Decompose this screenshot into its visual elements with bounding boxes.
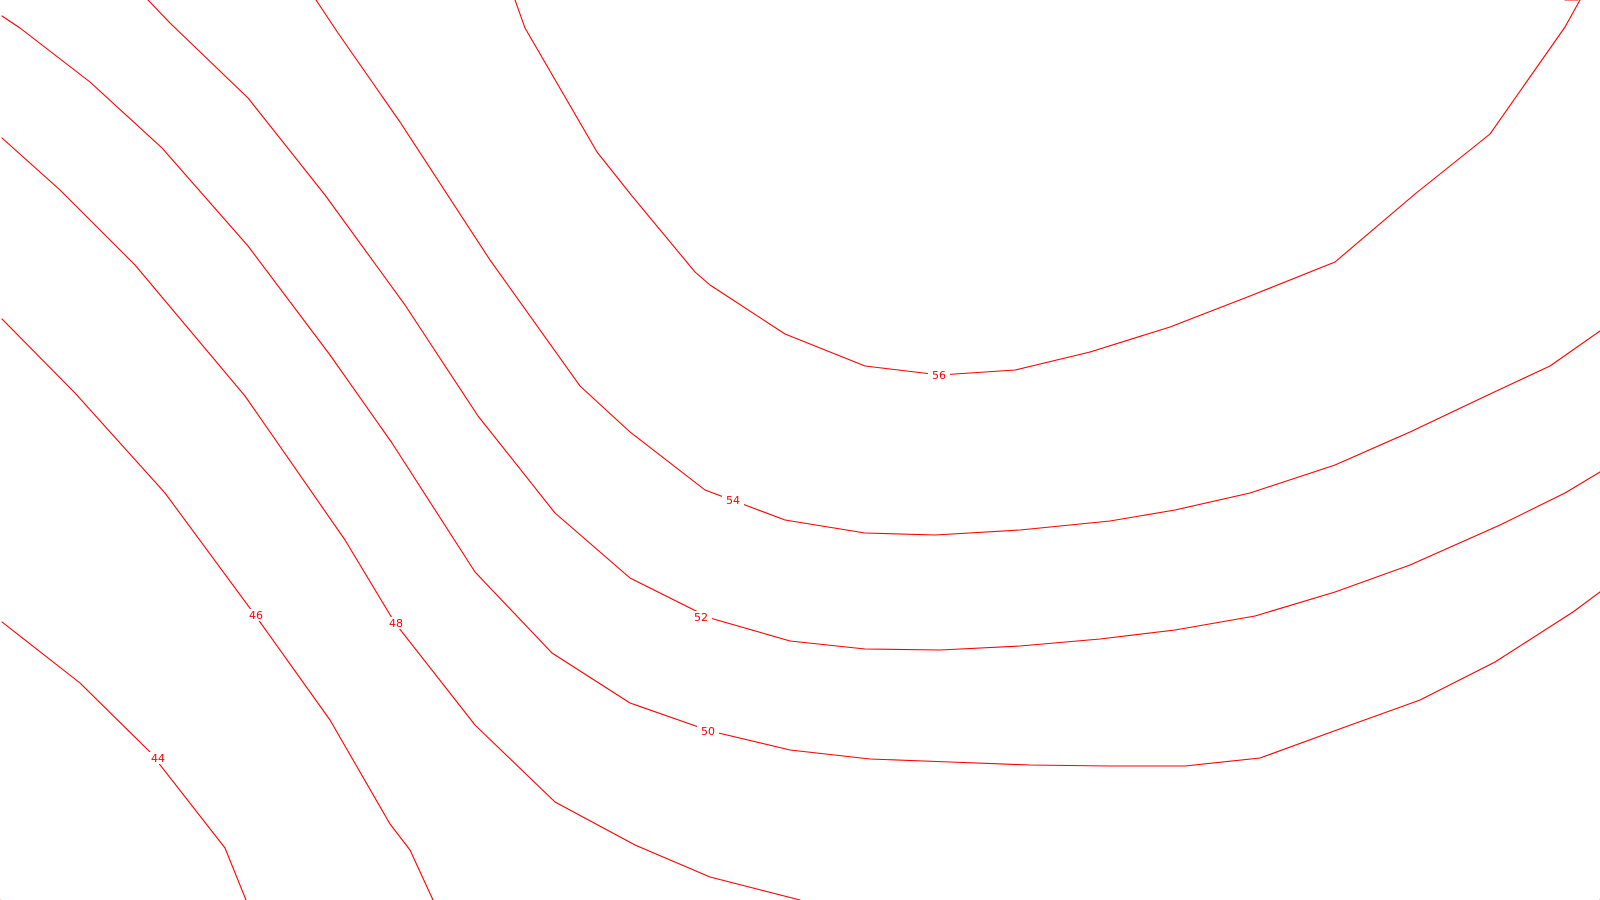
contour-label-54: 54: [726, 494, 740, 507]
contour-line-54: [514, 0, 1581, 376]
contour-line-44: [1, 621, 247, 900]
contour-line-50: [1, 137, 801, 900]
contour-label-56: 56: [932, 369, 946, 382]
contour-labels: 44 46 48 50 52 54 56: [147, 369, 950, 765]
contour-line-46: [1, 318, 434, 900]
contour-label-48: 48: [389, 617, 403, 630]
contour-line-52: [147, 0, 1600, 651]
contour-label-44: 44: [151, 752, 165, 765]
contour-label-46: 46: [249, 609, 263, 622]
contour-line-56: [1, 15, 1600, 767]
contour-label-50: 50: [701, 725, 715, 738]
contour-label-52: 52: [694, 611, 708, 624]
contour-line-48: [315, 0, 1600, 536]
